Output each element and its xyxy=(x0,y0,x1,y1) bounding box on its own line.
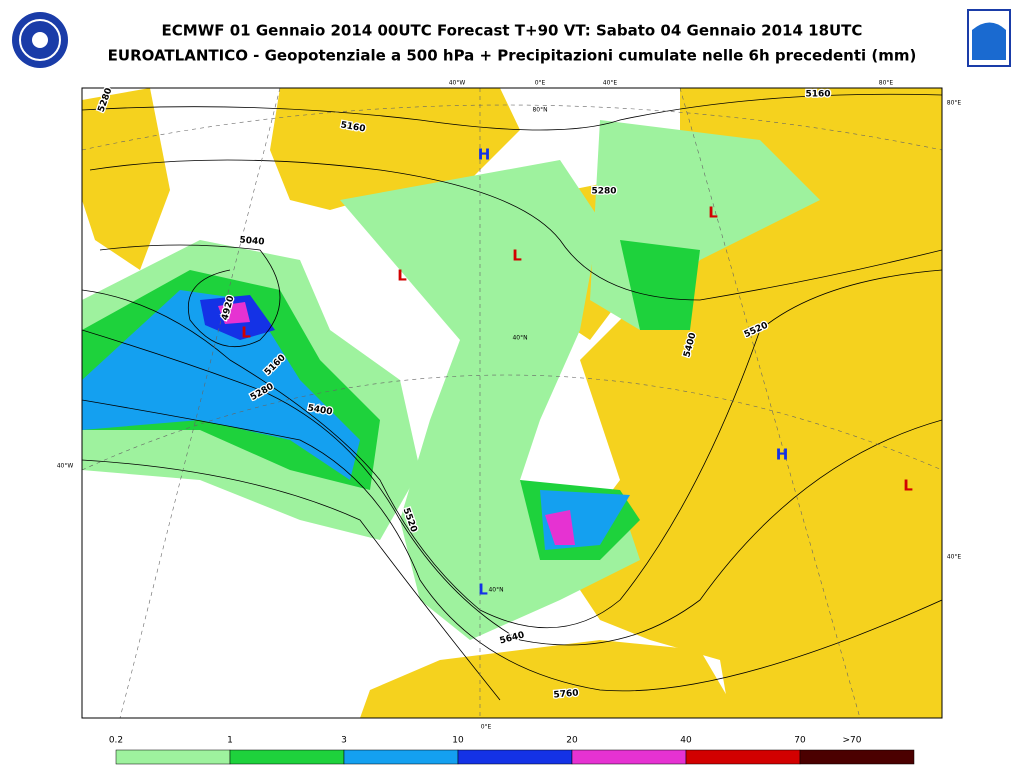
logo-left xyxy=(12,12,68,68)
map: 5280516050404920516052805400552056405760… xyxy=(57,80,962,731)
precip xyxy=(82,290,360,480)
land xyxy=(560,88,942,718)
legend-label: 20 xyxy=(566,736,578,746)
legend-label: 1 xyxy=(227,736,233,746)
contour-label: 5040 xyxy=(239,235,265,247)
contour-label: 5280 xyxy=(591,187,616,197)
contour-label: 5760 xyxy=(553,688,579,700)
grid-label: 40°W xyxy=(57,463,74,470)
legend-swatch xyxy=(685,749,801,765)
legend-label: 70 xyxy=(794,736,806,746)
precip xyxy=(545,510,575,545)
legend-label: 0.2 xyxy=(109,736,123,746)
legend-label: 10 xyxy=(452,736,464,746)
legend-swatch xyxy=(229,749,345,765)
pressure-center: L xyxy=(241,324,251,342)
legend-label: >70 xyxy=(843,736,862,746)
pressure-center: H xyxy=(478,146,491,164)
subtitle: EUROATLANTICO - Geopotenziale a 500 hPa … xyxy=(108,47,917,65)
legend: 0.2 1 3 10 20 40 70 >70 xyxy=(109,736,915,765)
legend-swatch xyxy=(799,749,915,765)
legend-label: 3 xyxy=(341,736,347,746)
pressure-center: L xyxy=(478,581,488,599)
grid-label: 40°N xyxy=(512,335,527,342)
pressure-center: H xyxy=(776,446,789,464)
precip xyxy=(620,240,700,330)
grid-label: 0°E xyxy=(481,724,492,731)
legend-swatch xyxy=(343,749,459,765)
grid-label: 80°E xyxy=(947,100,962,107)
legend-swatch xyxy=(115,749,231,765)
pressure-center: L xyxy=(903,477,913,495)
grid-label: 40°W xyxy=(449,80,466,87)
legend-label: 40 xyxy=(680,736,692,746)
pressure-center: L xyxy=(708,204,718,222)
legend-swatch xyxy=(457,749,573,765)
land xyxy=(360,640,740,718)
legend-swatch xyxy=(571,749,687,765)
contour-label: 5160 xyxy=(340,120,366,134)
land xyxy=(82,88,170,270)
pressure-center: L xyxy=(397,267,407,285)
logo-right xyxy=(967,9,1011,67)
precip xyxy=(218,302,250,324)
title: ECMWF 01 Gennaio 2014 00UTC Forecast T+9… xyxy=(162,22,863,40)
grid-label: 0°E xyxy=(535,80,546,87)
grid-label: 40°N xyxy=(488,587,503,594)
contour-label: 5160 xyxy=(805,90,830,100)
grid-label: 80°N xyxy=(532,107,547,114)
grid-label: 40°E xyxy=(603,80,618,87)
grid-label: 80°E xyxy=(879,80,894,87)
grid-label: 40°E xyxy=(947,554,962,561)
pressure-center: L xyxy=(512,247,522,265)
